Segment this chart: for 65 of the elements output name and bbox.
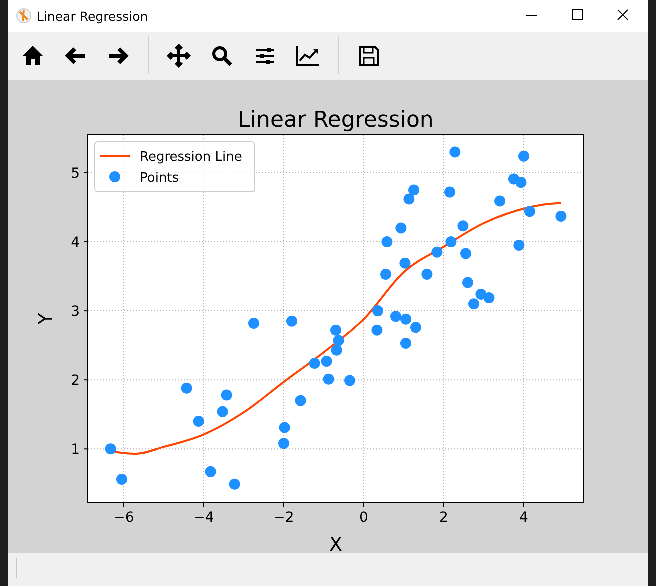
point xyxy=(422,268,433,280)
x-tick-label: 4 xyxy=(520,510,529,526)
point xyxy=(323,374,334,385)
point xyxy=(221,390,232,401)
point xyxy=(279,422,290,434)
point xyxy=(330,324,342,336)
point xyxy=(468,298,480,310)
point xyxy=(462,277,474,288)
point xyxy=(229,478,240,490)
x-tick-label: 2 xyxy=(440,510,448,526)
point xyxy=(400,258,411,269)
point xyxy=(396,222,407,234)
point xyxy=(514,240,525,251)
y-tick-label: 3 xyxy=(71,304,80,320)
point xyxy=(181,382,192,394)
legend-label: Points xyxy=(140,171,180,186)
point xyxy=(556,210,567,222)
point xyxy=(372,324,383,336)
point xyxy=(344,375,356,386)
x-tick-label: −6 xyxy=(114,510,134,526)
point xyxy=(116,474,128,486)
point xyxy=(372,306,384,317)
point xyxy=(458,220,469,232)
point xyxy=(248,318,260,329)
point xyxy=(217,406,228,418)
y-tick-label: 2 xyxy=(71,373,80,390)
point xyxy=(380,268,392,280)
point xyxy=(444,186,456,198)
point xyxy=(321,356,332,367)
point xyxy=(331,344,342,356)
point xyxy=(518,150,530,162)
x-axis-title: X xyxy=(329,534,343,556)
point xyxy=(404,194,415,205)
text: Linear Regression xyxy=(37,9,148,24)
point xyxy=(494,196,506,207)
point xyxy=(460,248,472,260)
point xyxy=(400,314,412,325)
point xyxy=(295,395,306,406)
point xyxy=(432,246,443,258)
point xyxy=(400,338,412,350)
point xyxy=(382,236,393,248)
point xyxy=(450,146,461,158)
point xyxy=(278,438,290,450)
y-tick-label: 4 xyxy=(71,235,80,252)
point xyxy=(516,177,527,188)
point xyxy=(193,416,204,428)
point xyxy=(105,444,116,455)
point xyxy=(446,236,457,248)
point xyxy=(484,292,495,304)
point xyxy=(408,184,420,196)
legend-label: Regression Line xyxy=(140,150,242,165)
point xyxy=(286,316,298,327)
x-tick-label: −4 xyxy=(194,510,214,526)
chart-title: Linear Regression xyxy=(238,108,434,133)
y-tick-label: 1 xyxy=(71,442,80,458)
y-tick-label: 5 xyxy=(71,166,80,182)
point xyxy=(309,358,320,370)
x-tick-label: −2 xyxy=(274,510,294,526)
x-tick-label: 0 xyxy=(360,510,368,526)
y-axis-title: Y xyxy=(35,312,57,326)
point xyxy=(333,335,344,346)
point xyxy=(205,466,216,478)
point xyxy=(410,322,422,334)
point xyxy=(524,206,536,218)
point xyxy=(390,311,402,322)
